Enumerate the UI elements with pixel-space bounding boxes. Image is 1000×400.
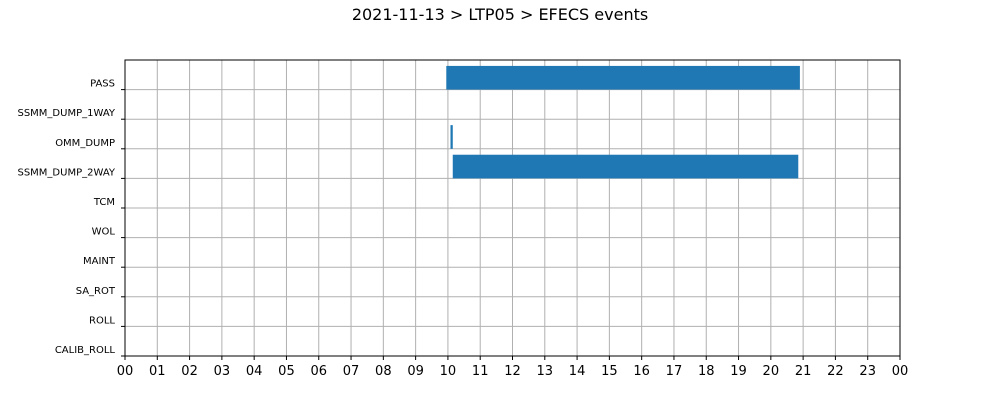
event-bar bbox=[450, 125, 453, 149]
x-tick-label: 06 bbox=[310, 364, 327, 379]
x-tick-label: 20 bbox=[763, 364, 780, 379]
x-tick-label: 19 bbox=[730, 364, 747, 379]
x-tick-label: 00 bbox=[117, 364, 134, 379]
x-tick-label: 11 bbox=[472, 364, 489, 379]
x-tick-label: 04 bbox=[246, 364, 263, 379]
y-tick-label: WOL bbox=[92, 227, 116, 238]
y-tick-label: SSMM_DUMP_1WAY bbox=[17, 108, 115, 119]
x-tick-label: 02 bbox=[181, 364, 198, 379]
x-tick-label: 09 bbox=[407, 364, 424, 379]
x-tick-label: 17 bbox=[666, 364, 683, 379]
x-tick-label: 23 bbox=[859, 364, 876, 379]
grid bbox=[124, 60, 901, 357]
x-tick-label: 08 bbox=[375, 364, 392, 379]
x-tick-label: 12 bbox=[504, 364, 521, 379]
x-tick-label: 21 bbox=[795, 364, 812, 379]
x-tick-label: 05 bbox=[278, 364, 295, 379]
x-tick-label: 14 bbox=[569, 364, 586, 379]
x-tick-label: 15 bbox=[601, 364, 618, 379]
x-tick-label: 16 bbox=[633, 364, 650, 379]
y-tick-label: ROLL bbox=[89, 315, 115, 326]
y-axis: PASS SSMM_DUMP_1WAY OMM_DUMP SSMM_DUMP_2WAY… bbox=[17, 79, 125, 357]
x-axis: 00 01 02 03 04 05 06 07 08 09 10 11 12 13 14 15 16 17 18 19… bbox=[117, 356, 909, 379]
y-tick-label: CALIB_ROLL bbox=[55, 345, 116, 356]
x-tick-label: 01 bbox=[149, 364, 166, 379]
y-tick-label: OMM_DUMP bbox=[55, 138, 115, 149]
y-tick-label: SSMM_DUMP_2WAY bbox=[17, 167, 115, 178]
x-tick-label: 07 bbox=[343, 364, 360, 379]
y-tick-label: SA_ROT bbox=[76, 286, 116, 297]
chart-title: 2021-11-13 > LTP05 > EFECS events bbox=[351, 5, 649, 24]
x-tick-label: 13 bbox=[537, 364, 554, 379]
y-tick-label: MAINT bbox=[83, 256, 116, 267]
x-tick-label: 22 bbox=[827, 364, 844, 379]
y-tick-label: PASS bbox=[90, 79, 115, 90]
x-tick-label: 00 bbox=[892, 364, 909, 379]
x-tick-label: 10 bbox=[440, 364, 457, 379]
bars bbox=[446, 65, 800, 179]
event-bar bbox=[446, 65, 800, 90]
x-tick-label: 18 bbox=[698, 364, 715, 379]
y-tick-label: TCM bbox=[93, 197, 115, 208]
event-bar bbox=[452, 154, 799, 179]
x-tick-label: 03 bbox=[214, 364, 231, 379]
